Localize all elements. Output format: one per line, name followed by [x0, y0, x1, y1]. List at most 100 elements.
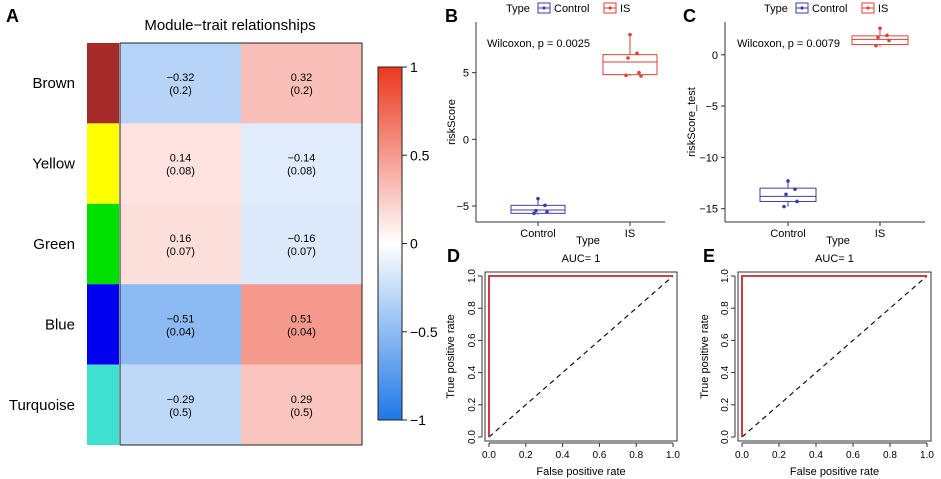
- x-axis-label: False positive rate: [790, 466, 879, 478]
- box-is: [851, 35, 909, 46]
- cell-pvalue: (0.07): [166, 246, 195, 258]
- x-tick-label: 0.2: [772, 450, 786, 461]
- y-tick-label: 1.0: [467, 269, 478, 283]
- y-tick-label: 0.4: [720, 365, 731, 379]
- data-point: [782, 204, 786, 209]
- data-point: [784, 192, 788, 197]
- legend-entry: Control: [554, 3, 589, 15]
- data-point: [536, 196, 540, 201]
- heatmap-cell: [241, 43, 362, 124]
- heatmap-cell: [120, 43, 241, 124]
- x-tick-label: 0.6: [846, 450, 860, 461]
- x-tick-label: 0.8: [629, 450, 643, 461]
- row-label-yellow: Yellow: [32, 156, 75, 173]
- module-swatch-brown: [87, 43, 119, 124]
- cell-correlation: 0.14: [170, 153, 191, 165]
- cell-correlation: −0.29: [167, 394, 195, 406]
- colorbar-tick-label: 1: [410, 59, 418, 75]
- data-point: [626, 56, 630, 60]
- cell-correlation: 0.29: [291, 394, 312, 406]
- x-axis-label: Type: [576, 235, 600, 247]
- y-tick-label: 5: [463, 68, 469, 80]
- legend-title: Type: [764, 3, 788, 15]
- data-point: [545, 210, 549, 214]
- wilcoxon-annotation: Wilcoxon, p = 0.0025: [487, 38, 590, 50]
- heatmap-border: [119, 42, 363, 446]
- y-tick-label: 0.8: [720, 301, 731, 315]
- panel-label-b: B: [445, 6, 458, 26]
- cell-pvalue: (0.04): [166, 326, 195, 338]
- y-tick-label: 1.0: [720, 269, 731, 283]
- cell-correlation: −0.16: [288, 233, 316, 245]
- legend-key-point: [542, 6, 546, 10]
- cell-pvalue: (0.5): [290, 407, 313, 419]
- colorbar: [377, 66, 403, 421]
- cell-correlation: 0.32: [291, 72, 312, 84]
- y-tick-label: 0.6: [720, 333, 731, 347]
- y-axis-label: riskScore: [446, 99, 458, 145]
- auc-title: AUC= 1: [562, 253, 601, 265]
- colorbar-tick-label: 0: [410, 236, 418, 252]
- row-label-turquoise: Turquoise: [9, 397, 75, 414]
- data-point: [887, 38, 891, 43]
- cell-pvalue: (0.2): [290, 85, 313, 97]
- heatmap-title: Module−trait relationships: [144, 17, 315, 34]
- y-axis-label: riskScore_test: [686, 87, 698, 157]
- data-point: [876, 35, 880, 40]
- cell-pvalue: (0.2): [169, 85, 192, 97]
- module-swatch-green: [87, 203, 119, 285]
- row-label-green: Green: [33, 236, 75, 253]
- plot-frame: [484, 271, 678, 442]
- y-axis-label: True positive rate: [445, 314, 457, 399]
- data-point: [795, 199, 799, 204]
- x-tick-label: Control: [520, 228, 555, 240]
- heatmap-cell: [241, 203, 362, 285]
- roc-curve: [488, 275, 673, 437]
- x-axis-label: Type: [826, 235, 850, 247]
- plot-frame: [737, 271, 932, 442]
- colorbar-tick-label: −1: [410, 412, 426, 428]
- cell-pvalue: (0.08): [287, 166, 316, 178]
- colorbar-tick-label: 0.5: [410, 147, 430, 163]
- heatmap-cell: [120, 123, 241, 204]
- legend-entry: Control: [812, 3, 847, 15]
- x-tick-label: 0.0: [482, 450, 496, 461]
- data-point: [628, 32, 632, 37]
- data-point: [874, 43, 878, 48]
- data-point: [885, 33, 889, 38]
- panel-label-a: A: [6, 6, 19, 26]
- y-axis-label: True positive rate: [699, 314, 711, 399]
- x-tick-label: 0.6: [592, 450, 606, 461]
- legend-key-point: [800, 6, 804, 10]
- cell-correlation: −0.51: [167, 313, 195, 325]
- y-tick-label: 0.2: [467, 397, 478, 411]
- cell-correlation: 0.16: [170, 233, 191, 245]
- panel-label-d: D: [447, 246, 460, 266]
- heatmap-cell: [241, 364, 362, 445]
- data-point: [786, 179, 790, 183]
- panel-d-roc: D AUC= 1 0.0 0.0 0.2 0.2 0.4 0.4 0.6 0.6 0.8 0.8 1.0…: [445, 246, 680, 478]
- y-tick-label: −5: [456, 201, 469, 213]
- data-point: [635, 51, 639, 56]
- x-tick-label: 1.0: [920, 450, 934, 461]
- panel-c-boxplot: C Type Control IS −15 −10 −5 0 Control IS Type risk…: [683, 2, 925, 247]
- box-control: [759, 187, 817, 202]
- chance-line: [488, 275, 674, 438]
- cell-correlation: −0.14: [288, 153, 316, 165]
- roc-curve: [741, 275, 927, 437]
- box-control: [510, 204, 566, 214]
- y-tick-label: 0.4: [467, 365, 478, 379]
- y-tick-label: 0.6: [467, 333, 478, 347]
- heatmap-cell: [120, 284, 241, 365]
- panel-label-c: C: [683, 6, 696, 26]
- x-axis-label: False positive rate: [536, 466, 625, 478]
- data-point: [639, 74, 643, 78]
- cell-correlation: 0.51: [291, 313, 312, 325]
- chance-line: [741, 275, 928, 438]
- data-point: [878, 26, 882, 30]
- heatmap-cell: [120, 364, 241, 445]
- panel-b-boxplot: B Type Control IS −5 0 5 Control IS Type riskScore…: [445, 2, 665, 247]
- box-is: [602, 54, 658, 76]
